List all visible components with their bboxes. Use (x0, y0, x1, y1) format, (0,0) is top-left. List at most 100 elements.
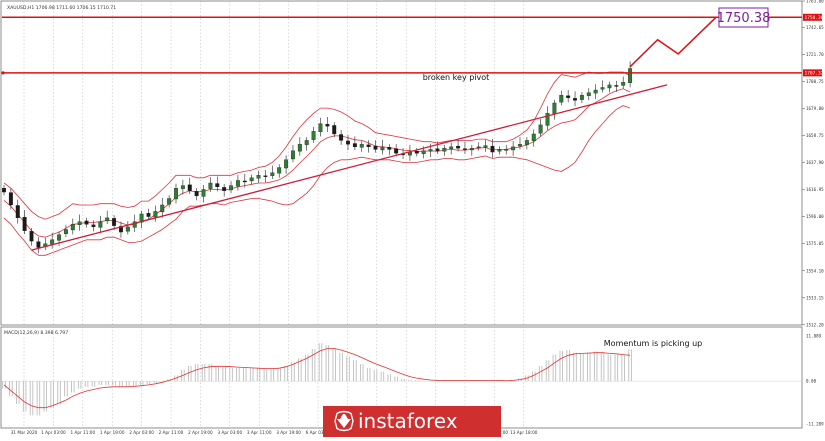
candle-body (36, 241, 41, 248)
candle (139, 210, 144, 229)
candle (311, 126, 316, 143)
time-tick-label: 3 Apr 11:00 (247, 430, 272, 435)
candle (235, 174, 240, 191)
candle-body (559, 95, 564, 103)
candle-body (366, 144, 371, 148)
candle (222, 184, 227, 197)
candle (63, 224, 68, 238)
candle (531, 129, 536, 147)
candle-body (593, 89, 598, 94)
candle-body (249, 177, 254, 182)
candle-body (139, 213, 144, 223)
candle (291, 144, 295, 163)
pivot-level-anchor (1, 71, 5, 75)
candle-body (586, 92, 591, 96)
candle (153, 205, 158, 222)
candle-body (607, 84, 612, 89)
candle (112, 215, 117, 231)
candle (339, 129, 344, 145)
candle-body (215, 183, 220, 188)
candle (98, 215, 103, 234)
candle-body (463, 148, 467, 150)
candle (304, 137, 309, 151)
candle-body (50, 239, 55, 245)
candle-body (442, 148, 447, 152)
candle-body (504, 149, 509, 151)
candle-body (545, 113, 550, 126)
candle-body (8, 192, 13, 206)
candle-body (435, 148, 440, 151)
candle-body (132, 221, 137, 228)
candle-body (235, 180, 240, 187)
target-price-tag-text: 1750.38 (805, 15, 824, 21)
momentum-annotation: Momentum is picking up (604, 339, 702, 348)
candle-body (318, 123, 323, 133)
price-tick-label: 1763.00 (806, 0, 824, 4)
candle (332, 122, 337, 138)
ascending-trendline (31, 84, 668, 251)
candle-body (160, 204, 165, 213)
candle (579, 92, 584, 103)
time-tick-label: 3 Apr 03:00 (217, 430, 242, 435)
price-tick-label: 1533.15 (806, 295, 824, 300)
candle-body (573, 98, 577, 101)
price-tick-label: 1658.75 (806, 133, 824, 138)
candle-body (346, 140, 350, 145)
macd-tick-label: 0.00 (806, 379, 817, 384)
candle (524, 137, 529, 150)
candle (469, 144, 474, 156)
candle-body (332, 125, 337, 135)
time-tick-label: 1 Apr 11:00 (70, 430, 95, 435)
candle (456, 140, 461, 152)
candle (573, 91, 577, 107)
candle-body (201, 189, 206, 197)
candle (263, 169, 268, 183)
time-tick-label: 6 Apr 03:00 (306, 430, 331, 435)
candle (29, 228, 34, 246)
candle-body (421, 150, 426, 154)
pivot-price-tag (803, 69, 822, 77)
candle-body (222, 187, 227, 191)
bollinger-upper-line (3, 71, 631, 220)
candle (394, 144, 399, 157)
time-tick-label: 31 Mar 2020 (11, 430, 38, 435)
candle-body (428, 149, 433, 152)
candle-body (497, 149, 502, 152)
candle-body (105, 217, 110, 222)
candle (229, 181, 233, 194)
candle (628, 61, 633, 88)
time-tick-label: 2 Apr 19:00 (188, 430, 213, 435)
candle-body (242, 180, 247, 183)
candle (277, 164, 282, 178)
candle-body (352, 143, 357, 148)
candle-body (339, 134, 344, 141)
candle-body (414, 151, 419, 154)
macd-tick-label: -11.289 (806, 422, 824, 427)
candle (463, 141, 467, 154)
candlesticks (2, 61, 633, 254)
candle-body (194, 191, 199, 197)
candle (366, 140, 371, 153)
time-tick-label: 13 Apr 18:00 (510, 430, 538, 435)
candle-body (614, 85, 619, 87)
candle-body (628, 68, 633, 83)
candle-body (167, 198, 172, 205)
time-tick-label: 1 Apr 03:00 (41, 430, 66, 435)
candle (215, 176, 220, 192)
price-pane-frame (0, 0, 803, 326)
candle (208, 177, 213, 192)
bollinger-lower-line (3, 105, 631, 256)
macd-signal-line (3, 348, 631, 409)
candle-body (518, 144, 522, 147)
candle-body (469, 148, 474, 151)
candle-body (359, 144, 364, 148)
projected-price-path (629, 16, 717, 68)
candle-body (291, 150, 295, 160)
candle (119, 221, 123, 238)
candle-body (98, 221, 103, 228)
time-tick-label: 2 Apr 03:00 (129, 430, 154, 435)
candle (174, 183, 178, 204)
candle-body (552, 102, 557, 114)
candle-body (208, 182, 213, 189)
candle (284, 155, 289, 174)
